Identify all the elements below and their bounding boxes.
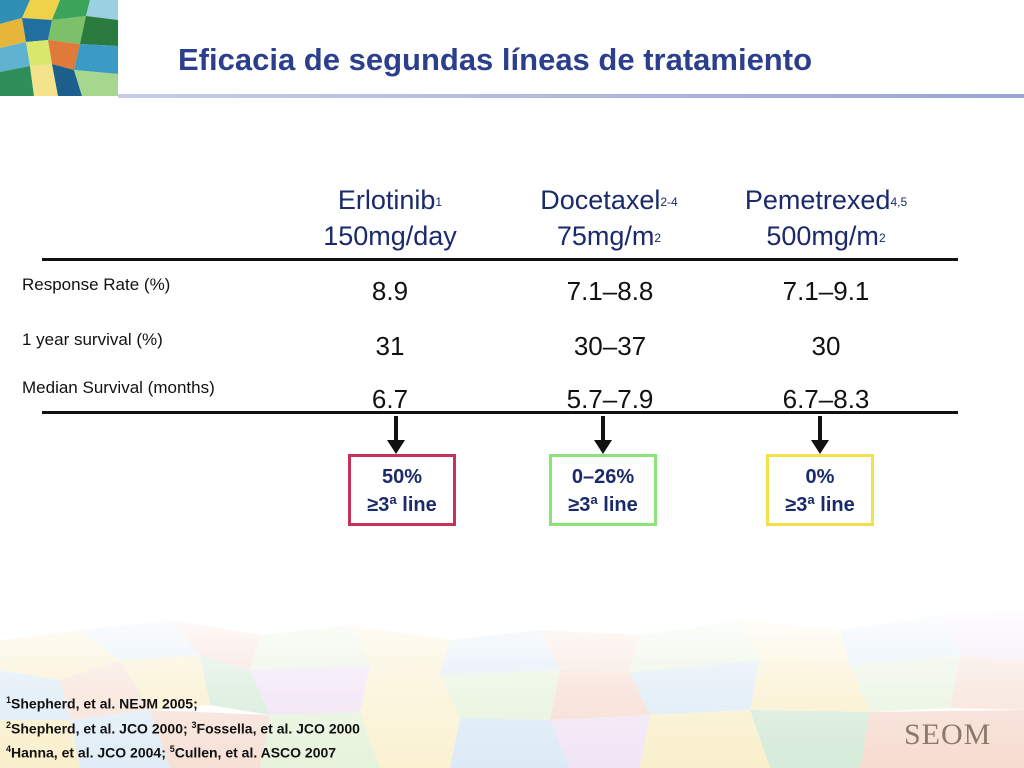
footnote-ref: 2 <box>6 719 12 730</box>
mosaic-background <box>0 600 1024 768</box>
footnote-ref: 4 <box>6 744 12 755</box>
table-cell: 30 <box>811 331 841 361</box>
arrow-down-icon <box>387 416 405 454</box>
column-dose-sup: 2 <box>878 231 886 245</box>
mosaic-logo <box>0 0 118 96</box>
footnote-line: 1Shepherd, et al. NEJM 2005; <box>6 690 360 715</box>
box-line: ≥3ª line <box>367 494 437 516</box>
table-cell: 7.1–9.1 <box>782 276 870 306</box>
footnote-text: Cullen, et al. ASCO 2007 <box>174 744 337 761</box>
table-top-rule <box>42 258 958 261</box>
footnote-ref: 5 <box>169 744 175 755</box>
table-bottom-rule <box>42 411 958 414</box>
box-line: ≥3ª line <box>785 494 855 516</box>
column-header-docetaxel: Docetaxel2-4 75mg/m2 <box>516 182 702 254</box>
box-percent: 50% <box>381 466 423 488</box>
column-dose: 500mg/m <box>766 221 879 251</box>
page-title: Eficacia de segundas líneas de tratamien… <box>178 42 813 77</box>
column-name: Erlotinib <box>337 185 436 215</box>
table-cell: 6.7–8.3 <box>782 384 870 414</box>
column-ref: 4,5 <box>890 195 908 209</box>
table-cell: 30–37 <box>573 331 647 361</box>
third-line-box-pemetrexed: 0% ≥3ª line <box>766 454 874 526</box>
column-header-erlotinib: Erlotinib1 150mg/day <box>300 182 480 254</box>
column-header-pemetrexed: Pemetrexed4,5 500mg/m2 <box>722 182 930 254</box>
arrow-down-icon <box>594 416 612 454</box>
third-line-box-docetaxel: 0–26% ≥3ª line <box>549 454 657 526</box>
footnote-text: Hanna, et al. JCO 2004; <box>11 744 170 761</box>
footnote-text: Shepherd, et al. JCO 2000; <box>11 720 192 737</box>
row-label-1-year-survival: 1 year survival (%) <box>22 330 163 349</box>
footnote-text: Fossella, et al. JCO 2000 <box>196 720 360 737</box>
column-ref: 2-4 <box>660 195 678 209</box>
footnote-ref: 1 <box>6 695 12 705</box>
box-line: ≥3ª line <box>568 494 638 516</box>
table-cell: 6.7 <box>371 384 409 414</box>
box-percent: 0–26% <box>571 466 635 488</box>
row-label-response-rate: Response Rate (%) <box>22 275 171 294</box>
row-label-median-survival: Median Survival (months) <box>22 378 215 397</box>
table-cell: 8.9 <box>371 276 409 306</box>
footnote-line: 2Shepherd, et al. JCO 2000; 3Fossella, e… <box>6 715 360 740</box>
footnotes: 1Shepherd, et al. NEJM 2005; 2Shepherd, … <box>6 690 360 764</box>
box-percent: 0% <box>805 466 835 488</box>
column-dose: 75mg/m <box>556 221 655 251</box>
title-divider <box>118 94 1024 98</box>
column-name: Pemetrexed <box>744 185 891 215</box>
table-cell: 7.1–8.8 <box>566 276 654 306</box>
table-cell: 5.7–7.9 <box>566 384 654 414</box>
column-name: Docetaxel <box>540 185 661 215</box>
column-ref: 1 <box>435 195 443 209</box>
footnote-ref: 3 <box>191 719 197 730</box>
third-line-box-erlotinib: 50% ≥3ª line <box>348 454 456 526</box>
arrow-down-icon <box>811 416 829 454</box>
footnote-text: Shepherd, et al. NEJM 2005; <box>11 695 198 712</box>
column-dose: 150mg/day <box>323 221 457 251</box>
column-dose-sup: 2 <box>654 231 662 245</box>
footnote-line: 4Hanna, et al. JCO 2004; 5Cullen, et al.… <box>6 739 360 764</box>
seom-logo: SEOM <box>904 718 992 751</box>
table-cell: 31 <box>375 331 405 361</box>
